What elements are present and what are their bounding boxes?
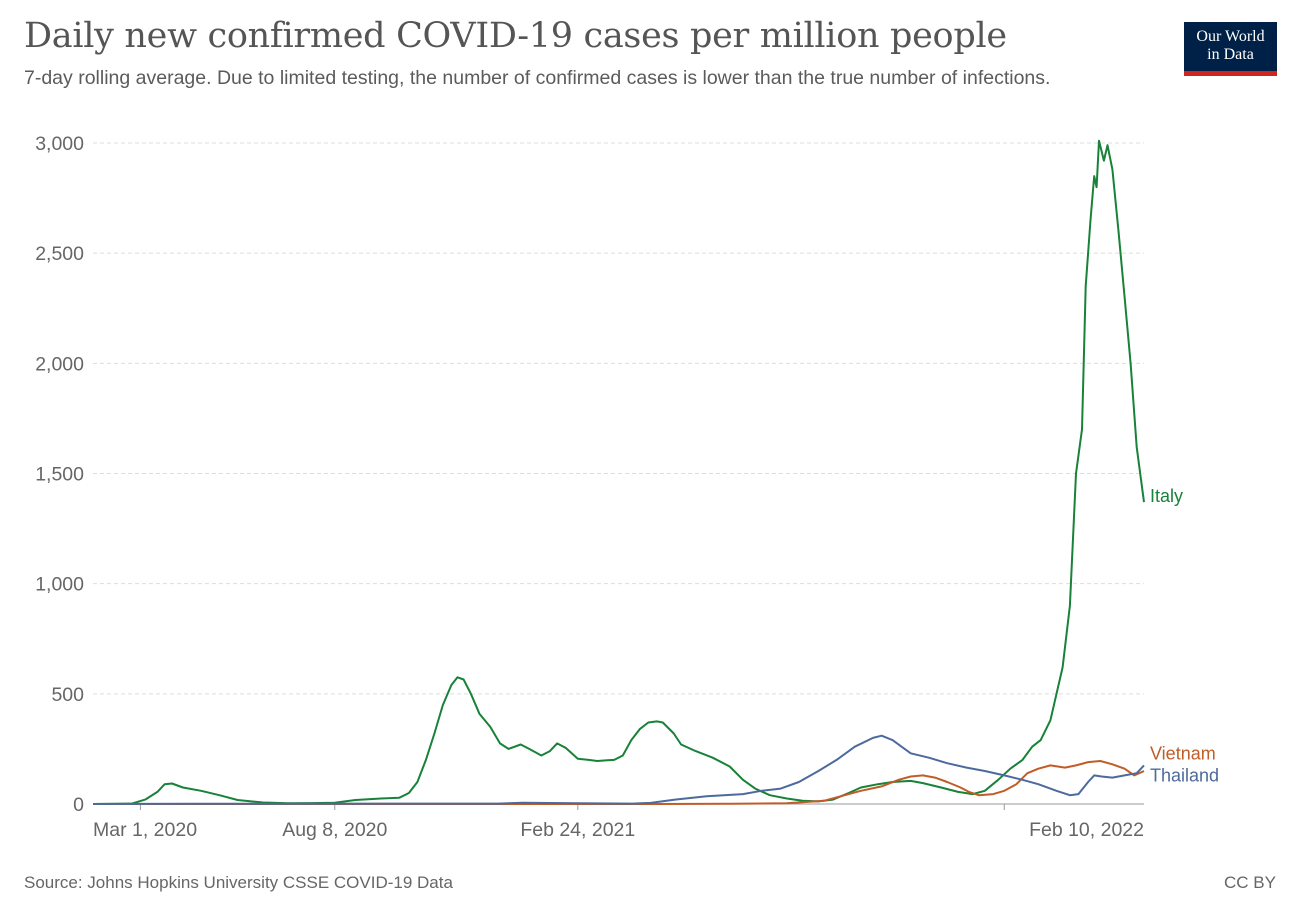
y-tick-label: 1,500 xyxy=(35,464,84,486)
y-tick-label: 2,000 xyxy=(35,353,84,375)
y-tick-label: 3,000 xyxy=(35,133,84,155)
series-line-italy[interactable] xyxy=(92,139,1145,805)
logo-line-1: Our World xyxy=(1196,28,1265,45)
x-tick-label: Mar 1, 2020 xyxy=(93,819,197,841)
series-lines xyxy=(92,139,1145,805)
chart-subtitle: 7-day rolling average. Due to limited te… xyxy=(24,67,1051,89)
grid-lines xyxy=(93,142,1144,695)
series-label-italy[interactable]: Italy xyxy=(1150,486,1183,506)
x-tick-label: Feb 10, 2022 xyxy=(1029,819,1144,841)
series-line-vietnam[interactable] xyxy=(93,760,1145,805)
y-tick-label: 0 xyxy=(73,794,84,816)
x-tick-label: Aug 8, 2020 xyxy=(282,819,387,841)
y-tick-label: 500 xyxy=(51,684,84,706)
y-tick-label: 2,500 xyxy=(35,243,84,265)
license-link[interactable]: CC BY xyxy=(1224,873,1276,892)
series-label-thailand[interactable]: Thailand xyxy=(1150,765,1219,785)
source-note[interactable]: Source: Johns Hopkins University CSSE CO… xyxy=(24,873,453,892)
y-axis: 0 500 1,000 1,500 2,000 2,500 3,000 xyxy=(35,133,84,816)
series-label-vietnam[interactable]: Vietnam xyxy=(1150,743,1216,763)
y-tick-label: 1,000 xyxy=(35,574,84,596)
x-tick-label: Feb 24, 2021 xyxy=(520,819,635,841)
chart-title: Daily new confirmed COVID-19 cases per m… xyxy=(24,16,1007,56)
logo-line-2: in Data xyxy=(1207,46,1254,63)
owid-logo[interactable]: Our World in Data xyxy=(1184,22,1277,76)
series-line-thailand[interactable] xyxy=(92,734,1145,805)
x-axis: Mar 1, 2020 Aug 8, 2020 Feb 24, 2021 Feb 10… xyxy=(93,803,1144,841)
